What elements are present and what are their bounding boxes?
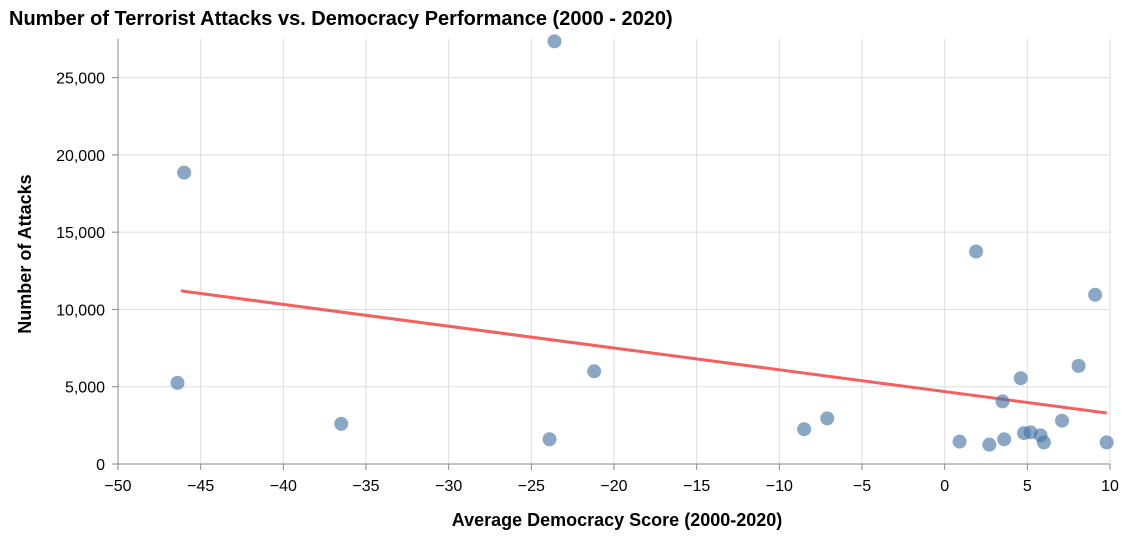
x-tick-label: −15 [683, 478, 710, 495]
x-tick-label: −5 [853, 478, 871, 495]
data-point[interactable] [1071, 358, 1086, 373]
y-axis-title: Number of Attacks [15, 174, 35, 333]
x-tick-label: 5 [1023, 478, 1032, 495]
data-point[interactable] [982, 437, 997, 452]
data-point[interactable] [177, 165, 192, 180]
y-tick-label: 20,000 [56, 148, 105, 165]
data-points [170, 34, 1114, 452]
data-point[interactable] [170, 375, 185, 390]
x-tick-label: −10 [766, 478, 793, 495]
x-tick-label: −25 [518, 478, 545, 495]
data-point[interactable] [969, 244, 984, 259]
data-point[interactable] [587, 364, 602, 379]
trend-line-layer [180, 289, 1107, 415]
x-tick-label: −20 [600, 478, 627, 495]
y-tick-label: 5,000 [65, 380, 105, 397]
x-tick-label: −40 [270, 478, 297, 495]
x-tick-label: −30 [435, 478, 462, 495]
data-point[interactable] [997, 432, 1012, 447]
y-tick-label: 25,000 [56, 71, 105, 88]
trend-line [180, 289, 1107, 415]
data-point[interactable] [952, 434, 967, 449]
x-tick-label: −50 [104, 478, 131, 495]
x-tick-label: −45 [187, 478, 214, 495]
data-point[interactable] [1013, 371, 1028, 386]
data-point[interactable] [995, 394, 1010, 409]
data-point[interactable] [542, 432, 557, 447]
data-point[interactable] [1036, 435, 1051, 450]
data-point[interactable] [334, 416, 349, 431]
data-point[interactable] [1088, 287, 1103, 302]
data-point[interactable] [1099, 435, 1114, 450]
x-tick-label: 0 [940, 478, 949, 495]
x-gridlines [117, 39, 1111, 464]
y-tick-label: 0 [96, 457, 105, 474]
chart-title: Number of Terrorist Attacks vs. Democrac… [9, 8, 673, 30]
data-point[interactable] [820, 411, 835, 426]
x-axis-title: Average Democracy Score (2000-2020) [452, 510, 783, 530]
axes [112, 39, 1111, 470]
y-axis-tick-labels: 0 5,000 10,000 15,000 20,000 25,000 [56, 71, 105, 474]
y-tick-label: 10,000 [56, 302, 105, 319]
x-tick-label: −35 [352, 478, 379, 495]
x-axis-tick-labels: −50 −45 −40 −35 −30 −25 −20 −15 −10 −5 0 5 10 [104, 478, 1119, 495]
data-point[interactable] [797, 422, 812, 437]
data-point[interactable] [1055, 413, 1070, 428]
x-tick-label: 10 [1101, 478, 1119, 495]
y-tick-label: 15,000 [56, 225, 105, 242]
data-point[interactable] [547, 34, 562, 49]
